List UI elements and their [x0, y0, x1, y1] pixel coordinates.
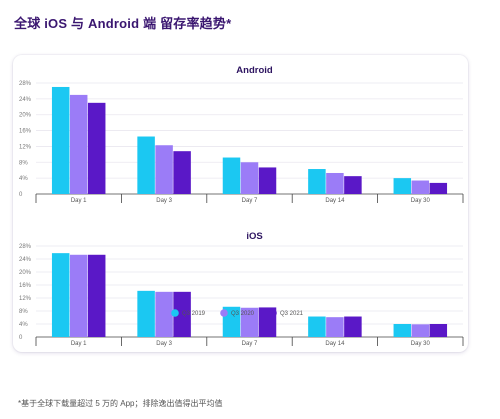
ios-y-tick-label: 16% [19, 283, 32, 289]
ios-bar-q3-2020 [326, 317, 344, 337]
ios-bar-q3-2020 [155, 291, 173, 337]
footnote: *基于全球下载量超过 5 万的 App；排除逸出值得出平均值 [18, 399, 223, 408]
ios-bar-q3-2020 [411, 324, 430, 337]
ios-y-tick-label: 4% [19, 322, 28, 328]
android-x-category-label: Day 3 [156, 198, 172, 204]
ios-x-category-label: Day 30 [411, 341, 431, 347]
android-y-tick-label: 28% [19, 81, 32, 87]
android-y-tick-label: 16% [19, 129, 32, 135]
android-x-category-label: Day 30 [411, 198, 431, 204]
chart-card: Android 0 4% 8% 12% 16% 20% 24% 28% Day 1 Day 3 Day… [13, 55, 468, 352]
ios-y-tick-label: 12% [19, 296, 32, 302]
ios-bar-q3-2021 [87, 254, 106, 337]
android-bar-q3-2019 [137, 136, 155, 194]
android-bar-q3-2020 [326, 172, 344, 194]
page-title: 全球 iOS 与 Android 端 留存率趋势* [14, 16, 232, 31]
legend-swatch-q3-2020 [220, 309, 228, 317]
ios-bar-q3-2021 [173, 291, 191, 337]
ios-bar-q3-2019 [308, 316, 326, 337]
android-bar-q3-2019 [393, 178, 412, 194]
ios-y-tick-label: 8% [19, 309, 28, 315]
android-bar-q3-2019 [222, 157, 241, 194]
ios-y-tick-label: 28% [19, 244, 32, 250]
ios-x-category-label: Day 7 [242, 341, 258, 347]
ios-bar-q3-2020 [69, 254, 88, 337]
android-y-tick-label: 20% [19, 113, 32, 119]
android-y-tick-label: 0 [19, 192, 23, 198]
legend-label: Q3 2021 [280, 311, 304, 317]
ios-bar-q3-2021 [344, 316, 362, 337]
android-bar-q3-2021 [429, 182, 448, 194]
ios-x-category-label: Day 14 [325, 341, 345, 347]
ios-x-category-label: Day 1 [71, 341, 87, 347]
ios-y-tick-label: 20% [19, 270, 32, 276]
android-y-tick-label: 24% [19, 97, 32, 103]
android-x-category-label: Day 7 [242, 198, 258, 204]
ios-x-category-label: Day 3 [156, 341, 172, 347]
android-bar-q3-2020 [240, 162, 259, 194]
ios-bar-q3-2019 [137, 290, 155, 337]
android-bar-q3-2021 [344, 176, 362, 194]
legend-swatch-q3-2019 [171, 309, 179, 317]
android-bar-q3-2021 [173, 151, 191, 194]
legend-label: Q3 2019 [182, 311, 206, 317]
android-bar-q3-2020 [69, 94, 88, 194]
android-y-tick-label: 12% [19, 144, 32, 150]
android-bar-q3-2020 [411, 180, 430, 194]
legend-swatch-q3-2021 [269, 309, 277, 317]
ios-bar-q3-2019 [393, 324, 412, 337]
legend-label: Q3 2020 [231, 311, 255, 317]
retention-chart: Android 0 4% 8% 12% 16% 20% 24% 28% Day 1 Day 3 Day… [19, 65, 464, 347]
android-y-tick-label: 8% [19, 160, 28, 166]
ios-chart-title: iOS [246, 231, 262, 242]
android-bar-q3-2019 [308, 169, 326, 194]
ios-y-tick-label: 0 [19, 335, 23, 341]
android-bar-q3-2020 [155, 145, 173, 194]
android-bar-q3-2021 [258, 167, 277, 194]
android-x-category-label: Day 14 [325, 198, 345, 204]
android-chart-title: Android [236, 65, 273, 76]
ios-bar-q3-2021 [429, 324, 448, 337]
android-bar-q3-2021 [87, 102, 106, 194]
android-x-category-label: Day 1 [71, 198, 87, 204]
android-y-tick-label: 4% [19, 176, 28, 182]
android-bar-q3-2019 [51, 86, 70, 194]
ios-bar-q3-2020 [240, 307, 259, 337]
ios-y-tick-label: 24% [19, 257, 32, 263]
ios-bar-q3-2019 [51, 253, 70, 337]
